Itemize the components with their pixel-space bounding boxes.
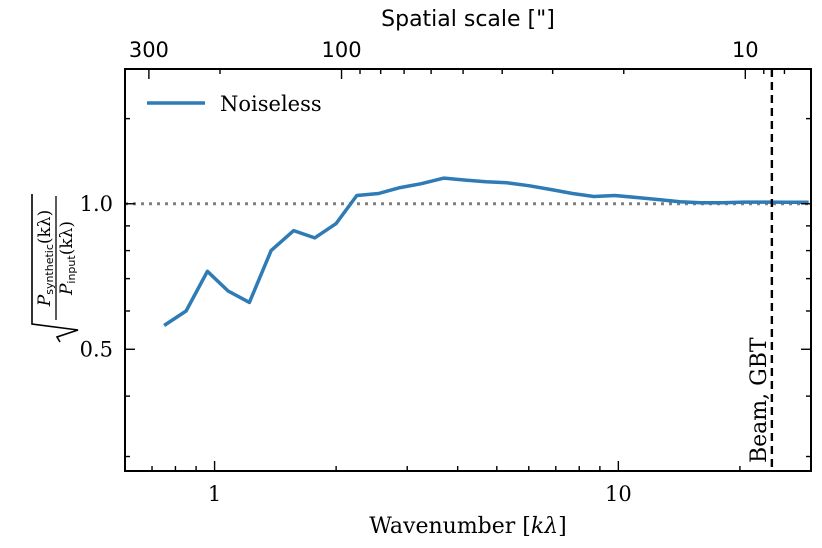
top-tick-label: 10 — [732, 38, 759, 62]
x-axis-title: Wavenumber [kλ] — [369, 514, 567, 539]
legend: Noiseless — [147, 92, 322, 116]
legend-label-noiseless: Noiseless — [220, 92, 322, 116]
plot-frame — [124, 68, 812, 472]
sqrt-symbol — [31, 194, 79, 343]
top-tick-label: 300 — [129, 38, 169, 62]
x-tick-label: 1 — [208, 482, 221, 506]
series-line-noiseless — [163, 176, 809, 327]
y-axis-denominator: Pinput(kλ) — [57, 221, 78, 296]
y-axis-title: Psynthetic(kλ) Pinput(kλ) — [31, 194, 79, 343]
top-tick-label: 100 — [321, 38, 361, 62]
y-axis-numerator: Psynthetic(kλ) — [35, 210, 56, 307]
beam-label: Beam, GBT — [747, 337, 772, 463]
y-tick-label: 1.0 — [80, 192, 113, 216]
x-tick-label: 10 — [605, 482, 632, 506]
y-tick-label: 0.5 — [80, 337, 113, 361]
top-axis-title: Spatial scale ["] — [381, 7, 555, 32]
